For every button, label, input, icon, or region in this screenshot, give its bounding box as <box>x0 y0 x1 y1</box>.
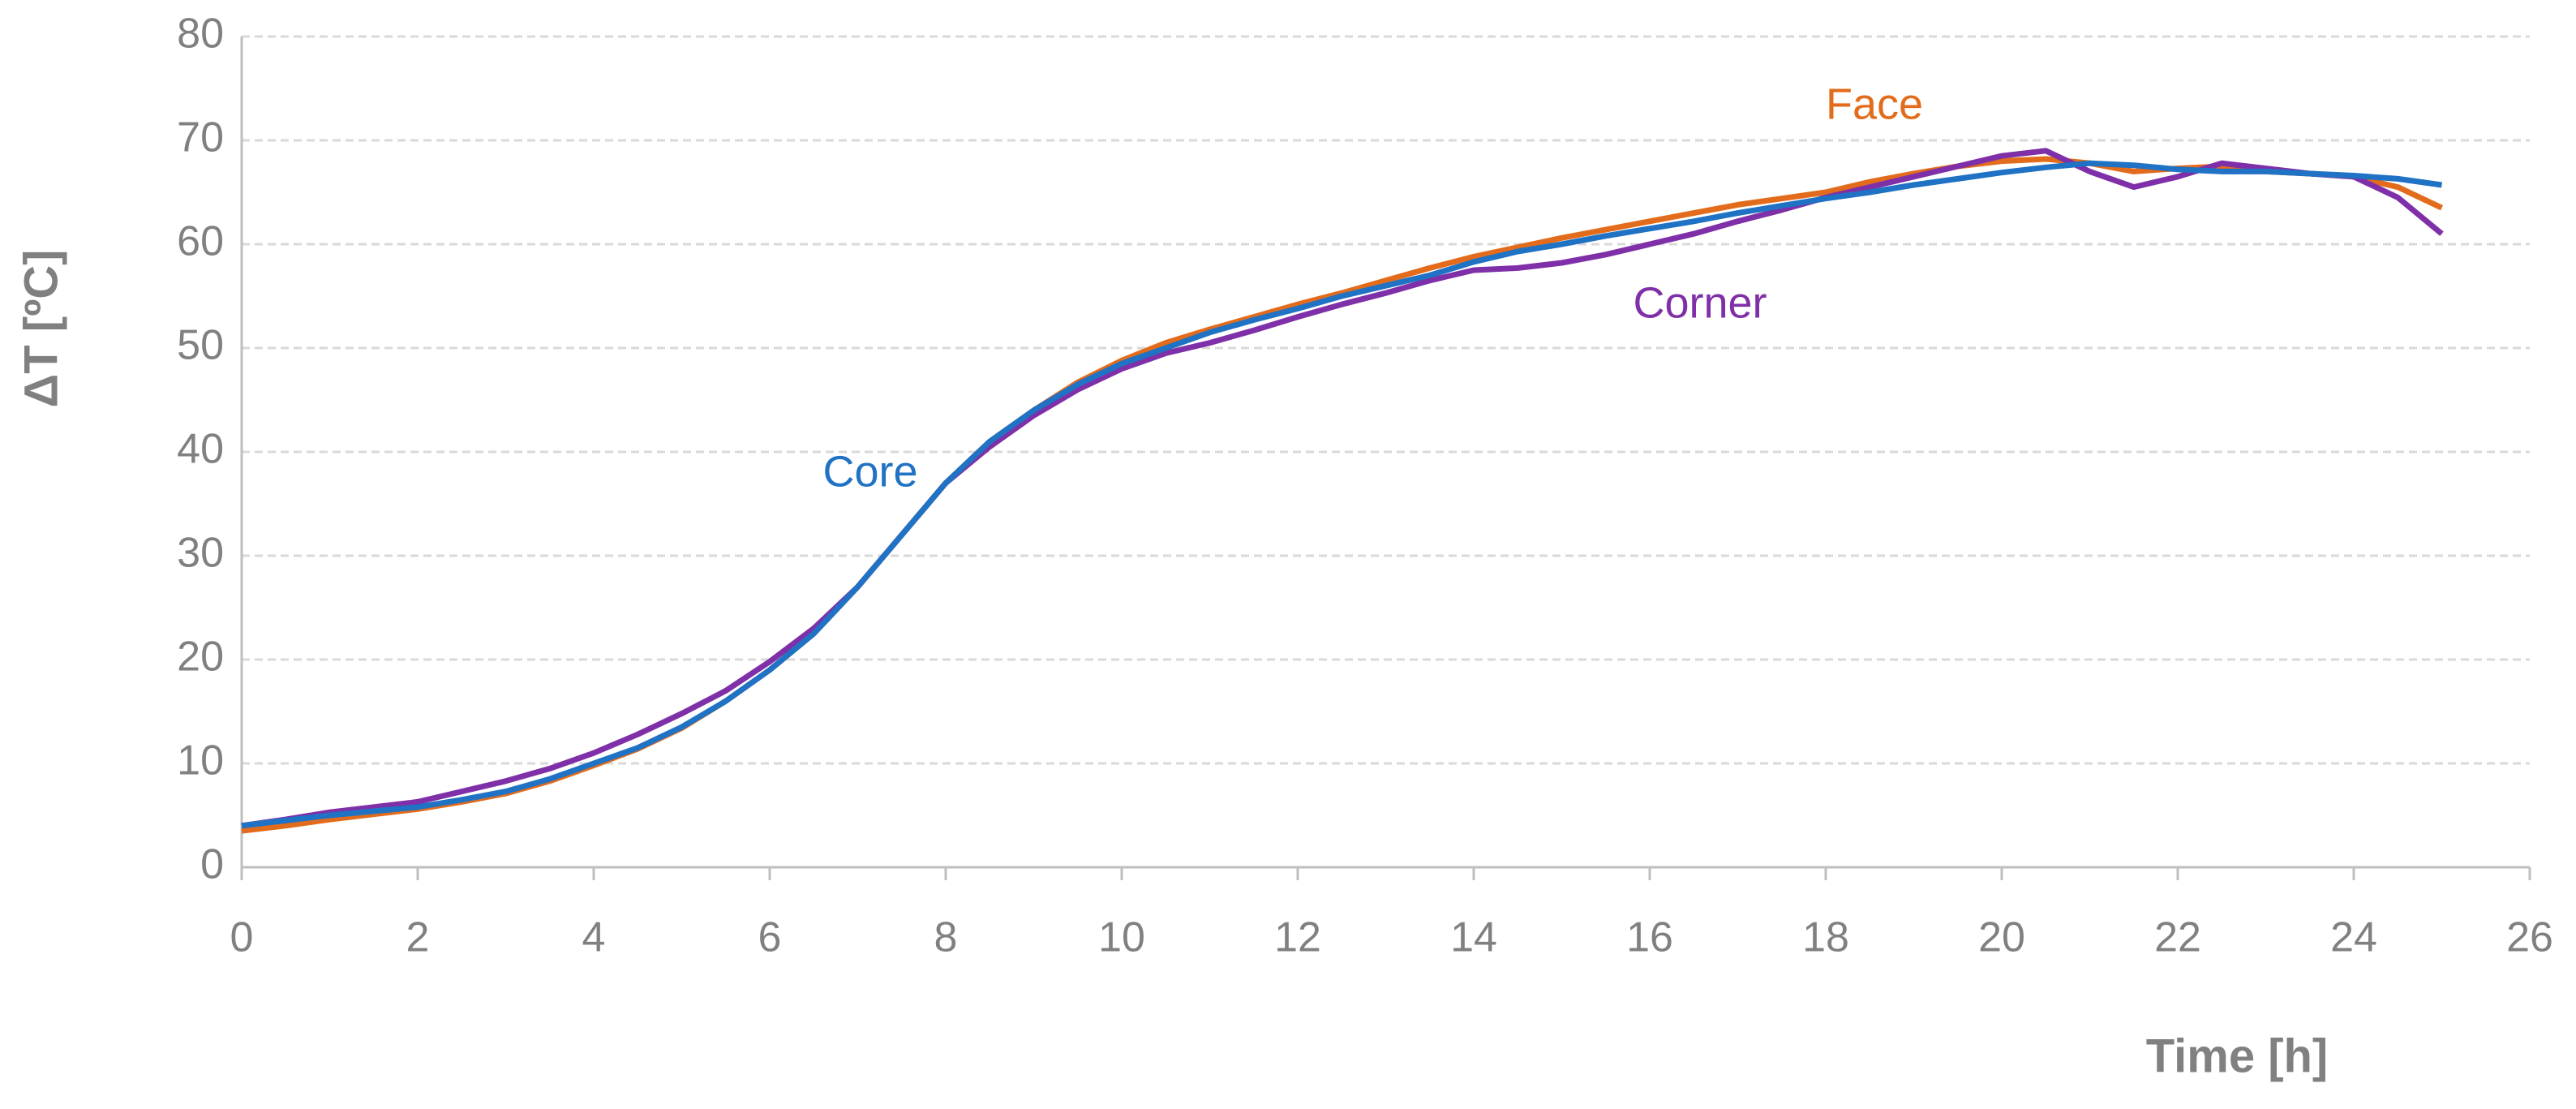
series-line <box>241 156 2443 834</box>
x-tick-label: 10 <box>1098 914 1145 961</box>
y-tick-label: 50 <box>177 322 224 369</box>
series-label: Face <box>1826 80 1923 128</box>
x-tick-label: 12 <box>1274 914 1321 961</box>
series-label: Corner <box>1633 278 1767 327</box>
y-tick-label: 20 <box>177 634 224 681</box>
x-axis-title: Time [h] <box>2146 1029 2329 1082</box>
y-tick-label: 80 <box>177 11 224 58</box>
x-tick-label: 8 <box>934 914 958 961</box>
x-tick-label: 14 <box>1450 914 1497 961</box>
x-tick-label: 22 <box>2154 914 2201 961</box>
x-tick-label: 6 <box>758 914 782 961</box>
series-line <box>241 148 2444 829</box>
x-tick-label: 4 <box>582 914 606 961</box>
y-tick-label: 30 <box>177 530 224 577</box>
y-tick-label: 40 <box>177 426 224 473</box>
x-tick-label: 26 <box>2506 914 2553 961</box>
x-tick-label: 0 <box>230 914 254 961</box>
y-axis-title: ΔT [ºC] <box>15 250 67 408</box>
y-tick-label: 60 <box>177 218 224 265</box>
x-tick-label: 2 <box>406 914 430 961</box>
y-tick-label: 0 <box>200 841 224 888</box>
series-line <box>241 160 2442 829</box>
y-tick-label: 10 <box>177 737 224 784</box>
series-label: Core <box>822 447 917 496</box>
x-tick-label: 20 <box>1978 914 2025 961</box>
x-tick-label: 18 <box>1802 914 1849 961</box>
x-tick-label: 16 <box>1626 914 1673 961</box>
y-tick-label: 70 <box>177 114 224 161</box>
x-tick-label: 24 <box>2330 914 2377 961</box>
